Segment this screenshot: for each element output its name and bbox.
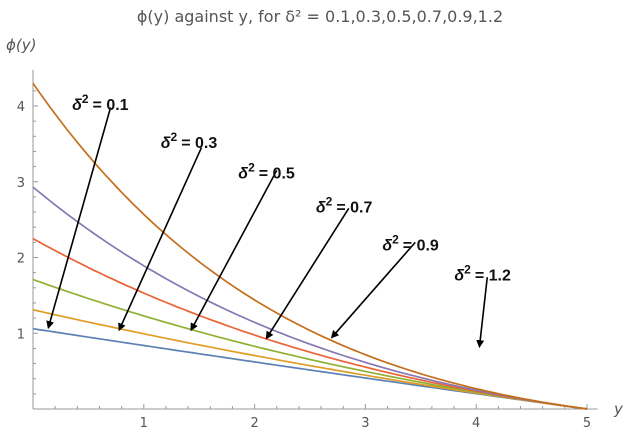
chart-title: ϕ(y) against y, for δ² = 0.1,0.3,0.5,0.7… bbox=[137, 7, 503, 26]
series-line-4 bbox=[32, 237, 588, 410]
annotations: δ2 = 0.1 δ2 = 0.3 δ2 = 0.5 δ2 = 0.7 δ2 = 0.9 δ2 = 1… bbox=[46, 92, 511, 349]
series-layer bbox=[32, 82, 588, 410]
annotation-arrow-4 bbox=[265, 207, 350, 340]
y-axis-label: ϕ(y) bbox=[6, 36, 36, 54]
x-axis-label: y bbox=[613, 400, 624, 418]
y-tick-label: 1 bbox=[17, 327, 25, 342]
axes: 1 2 3 4 5 1 2 3 4 bbox=[17, 69, 598, 431]
series-line-6 bbox=[32, 82, 588, 410]
annotation-label-1: δ2 = 0.1 bbox=[72, 92, 129, 114]
annotation-label-4: δ2 = 0.7 bbox=[316, 194, 373, 216]
annotation-label-2: δ2 = 0.3 bbox=[161, 130, 218, 152]
annotation-arrow-6 bbox=[476, 277, 489, 349]
annotation-label-3: δ2 = 0.5 bbox=[238, 160, 295, 182]
x-tick-label: 5 bbox=[583, 416, 591, 431]
series-line-5 bbox=[32, 186, 588, 410]
x-tick-label: 2 bbox=[250, 416, 258, 431]
x-tick-label: 4 bbox=[472, 416, 480, 431]
annotation-arrow-2 bbox=[118, 147, 203, 332]
y-tick-label: 2 bbox=[17, 252, 25, 267]
x-tick-label: 1 bbox=[140, 416, 148, 431]
x-tick-label: 3 bbox=[361, 416, 369, 431]
y-tick-label: 4 bbox=[17, 100, 25, 115]
y-tick-label: 3 bbox=[17, 176, 25, 191]
annotation-label-5: δ2 = 0.9 bbox=[382, 232, 439, 254]
annotation-arrow-1 bbox=[46, 107, 112, 330]
annotation-arrow-5 bbox=[330, 241, 416, 339]
annotation-label-6: δ2 = 1.2 bbox=[454, 263, 511, 285]
annotation-arrow-3 bbox=[190, 170, 278, 332]
